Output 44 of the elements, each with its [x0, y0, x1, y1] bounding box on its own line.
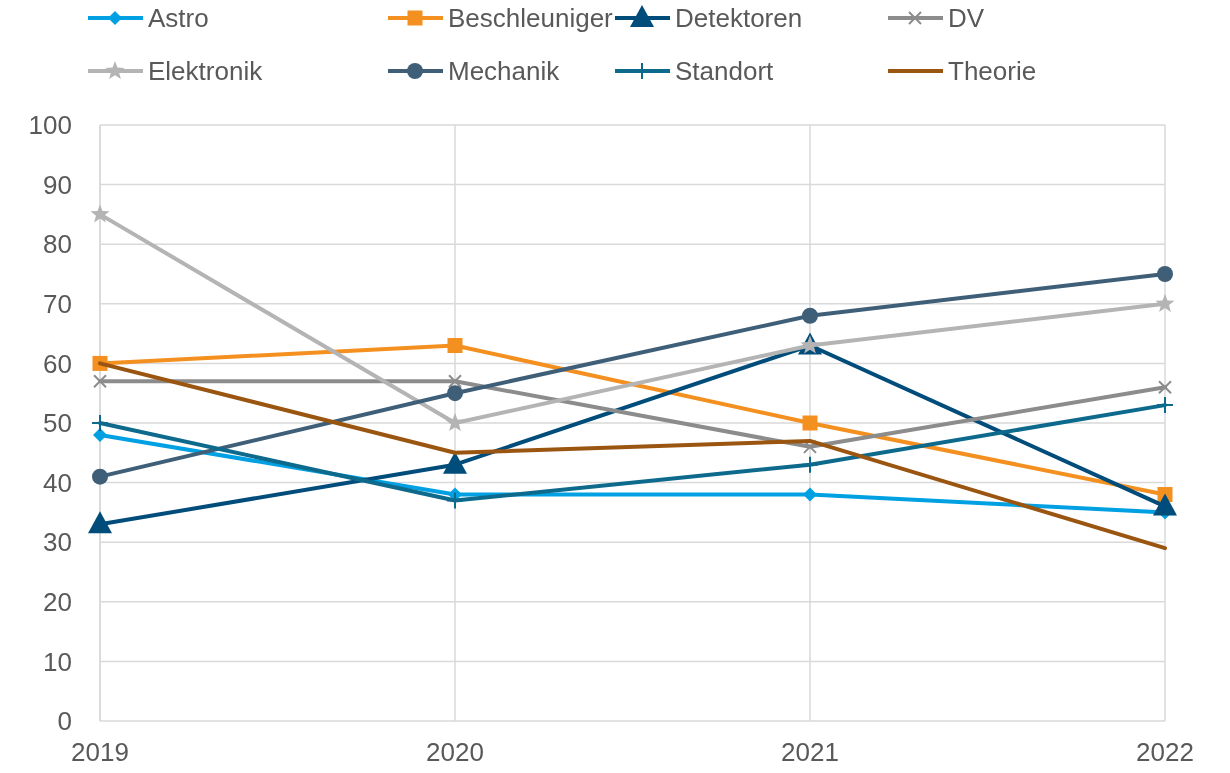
- x-tick-label: 2020: [426, 737, 484, 767]
- point: [1153, 493, 1177, 516]
- point: [447, 338, 463, 354]
- legend-label: Beschleuniger: [448, 3, 614, 34]
- y-tick-label: 20: [43, 586, 72, 617]
- y-tick-label: 10: [43, 646, 72, 677]
- point: [91, 414, 109, 432]
- point: [93, 374, 107, 389]
- point: [803, 487, 817, 502]
- y-tick-label: 90: [43, 169, 72, 200]
- point: [801, 455, 819, 474]
- y-tick-label: 40: [43, 467, 72, 498]
- y-tick-label: 80: [43, 229, 72, 260]
- point: [93, 427, 107, 442]
- point: [448, 374, 462, 389]
- legend-label: Standort: [675, 56, 775, 87]
- legend-label: Theorie: [948, 56, 1037, 87]
- y-tick-label: 0: [57, 706, 72, 737]
- x-tick-label: 2022: [1136, 737, 1194, 767]
- point: [802, 415, 818, 431]
- legend-label: DV: [948, 3, 985, 34]
- x-tick-label: 2021: [781, 737, 839, 767]
- y-tick-label: 30: [43, 527, 72, 558]
- y-tick-label: 50: [43, 408, 72, 439]
- point: [446, 491, 464, 510]
- legend-label: Elektronik: [148, 56, 264, 87]
- point: [445, 413, 465, 432]
- point: [443, 451, 467, 474]
- legend-label: Astro: [148, 3, 209, 34]
- point: [90, 204, 110, 223]
- y-tick-label: 100: [28, 110, 72, 141]
- y-tick-label: 70: [43, 288, 72, 319]
- point: [447, 385, 463, 402]
- y-tick-label: 60: [43, 348, 72, 379]
- legend-label: Mechanik: [448, 56, 561, 87]
- point: [802, 307, 818, 324]
- legend-label: Detektoren: [675, 3, 803, 34]
- point: [88, 511, 112, 534]
- point: [1157, 266, 1173, 282]
- point: [1158, 380, 1172, 395]
- point: [92, 468, 108, 485]
- x-tick-label: 2019: [71, 737, 129, 767]
- point: [1156, 396, 1174, 415]
- point: [1155, 293, 1175, 312]
